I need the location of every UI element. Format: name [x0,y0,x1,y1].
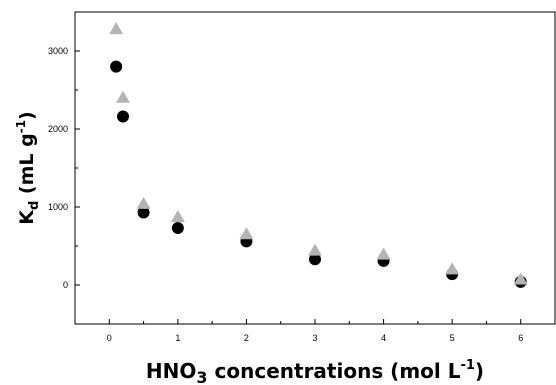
x-axis-title-sup: -1 [460,358,474,373]
y-axis-title-close: ) [16,111,38,120]
data-point-triangle [136,196,151,209]
x-axis-title-rest: concentrations (mol L [208,359,461,383]
x-tick-label: 5 [450,333,455,343]
x-tick-label: 1 [175,333,180,343]
data-point-triangle [170,210,185,223]
x-axis-title-close: ) [475,359,484,383]
y-tick-label: 1000 [48,202,68,212]
x-tick-label: 0 [107,333,112,343]
data-point-circle [171,222,184,235]
data-point-circle [117,110,129,123]
y-axis-title-main: K [16,209,38,225]
data-point-circle [137,206,150,219]
x-axis-title-sub: 3 [196,368,207,385]
y-axis-title-sup: -1 [14,120,28,133]
y-tick-label: 2000 [48,124,68,134]
x-axis-title: HNO3 concentrations (mol L-1) [146,358,484,385]
plot-frame [74,11,556,325]
x-tick-label: 2 [244,333,249,343]
y-tick-label: 3000 [48,46,68,56]
y-axis-title-sub: d [27,201,42,210]
axis-ticks: 0 1 2 3 4 5 6 0 1000 2000 3000 [48,11,556,343]
data-point-triangle [513,272,528,285]
data-marks [109,22,528,288]
data-point-circle [110,60,123,73]
y-tick-label: 0 [63,280,68,290]
data-point-triangle [376,247,391,260]
data-point-triangle [109,22,124,35]
data-point-circle [309,253,321,266]
data-point-triangle [116,90,130,103]
x-axis-title-main: HNO [146,359,196,383]
data-point-triangle [308,243,322,256]
data-point-triangle [445,262,460,275]
y-axis-title-rest: (mL g [16,133,38,200]
x-tick-label: 4 [381,333,386,343]
y-axis-title: Kd (mL g-1) [14,111,42,225]
x-tick-label: 6 [518,333,523,343]
x-tick-label: 3 [312,333,317,343]
data-point-triangle [239,227,254,240]
